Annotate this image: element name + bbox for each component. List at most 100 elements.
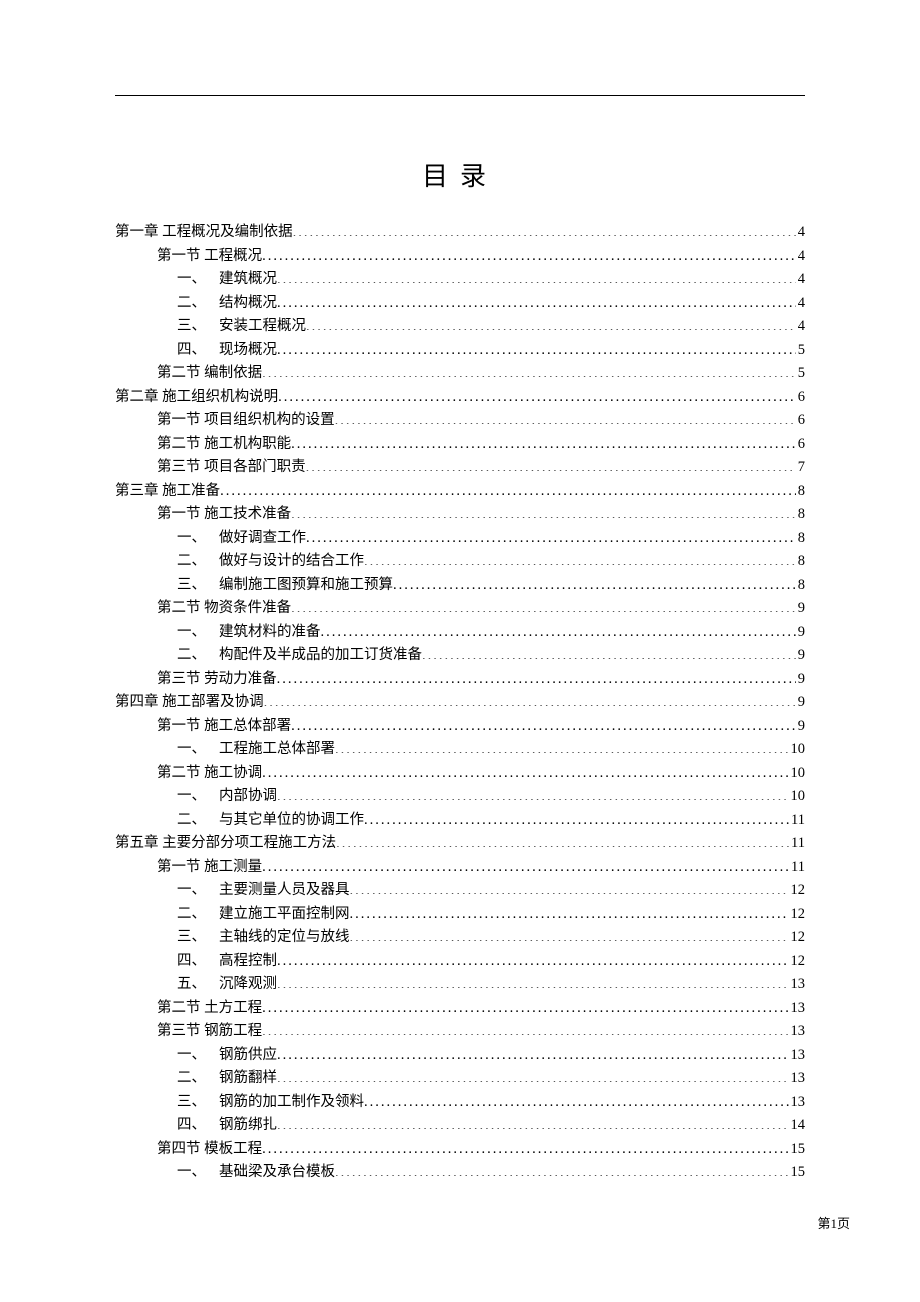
toc-label: 二、构配件及半成品的加工订货准备	[177, 644, 422, 668]
toc-leader-dots	[264, 692, 796, 707]
toc-number: 二、	[177, 809, 219, 833]
toc-label: 四、高程控制	[177, 950, 277, 974]
toc-page: 4	[796, 268, 805, 292]
toc-entry: 第二节 编制依据5	[115, 362, 805, 386]
toc-number: 一、	[177, 785, 219, 809]
toc-page: 9	[796, 668, 805, 692]
toc-entry: 第二章 施工组织机构说明6	[115, 386, 805, 410]
toc-label: 四、现场概况	[177, 339, 277, 363]
toc-leader-dots	[277, 786, 789, 801]
toc-page: 13	[789, 1044, 806, 1068]
toc-entry: 三、安装工程概况4	[115, 315, 805, 339]
toc-label: 一、主要测量人员及器具	[177, 879, 350, 903]
toc-label: 第三节 劳动力准备	[157, 668, 277, 692]
toc-entry: 二、结构概况4	[115, 292, 805, 316]
toc-page: 7	[796, 456, 805, 480]
toc-entry: 第四节 模板工程 15	[115, 1138, 805, 1162]
toc-label: 第二节 物资条件准备	[157, 597, 291, 621]
toc-page: 10	[789, 738, 806, 762]
toc-leader-dots	[262, 762, 788, 777]
toc-page: 15	[789, 1138, 806, 1162]
toc-page: 15	[789, 1161, 806, 1185]
toc-number: 五、	[177, 973, 219, 997]
toc-leader-dots	[364, 551, 796, 566]
toc-label: 一、内部协调	[177, 785, 277, 809]
toc-label: 第四章 施工部署及协调	[115, 691, 264, 715]
toc-page: 11	[789, 809, 805, 833]
toc-label: 三、安装工程概况	[177, 315, 306, 339]
toc-label: 三、主轴线的定位与放线	[177, 926, 350, 950]
toc-leader-dots	[291, 715, 796, 730]
toc-leader-dots	[262, 363, 796, 378]
toc-leader-dots	[277, 668, 796, 683]
toc-entry: 第一章 工程概况及编制依据4	[115, 221, 805, 245]
toc-entry: 一、内部协调 10	[115, 785, 805, 809]
toc-entry: 五、沉降观测13	[115, 973, 805, 997]
toc-label: 一、建筑材料的准备	[177, 621, 321, 645]
toc-entry: 一、建筑概况4	[115, 268, 805, 292]
toc-label: 五、沉降观测	[177, 973, 277, 997]
toc-entry: 二、与其它单位的协调工作11	[115, 809, 805, 833]
toc-entry: 第四章 施工部署及协调9	[115, 691, 805, 715]
toc-label: 第一节 项目组织机构的设置	[157, 409, 335, 433]
toc-leader-dots	[277, 339, 796, 354]
toc-text: 建筑概况	[219, 271, 277, 287]
toc-leader-dots	[277, 1068, 789, 1083]
toc-text: 内部协调	[219, 788, 277, 804]
toc-text: 主轴线的定位与放线	[219, 929, 350, 945]
page-number: 第1页	[817, 1213, 850, 1232]
toc-leader-dots	[262, 1138, 788, 1153]
toc-page: 10	[789, 785, 806, 809]
toc-leader-dots	[277, 292, 796, 307]
toc-entry: 二、建立施工平面控制网12	[115, 903, 805, 927]
toc-page: 13	[789, 1020, 806, 1044]
toc-page: 13	[789, 1067, 806, 1091]
toc-entry: 二、构配件及半成品的加工订货准备 9	[115, 644, 805, 668]
toc-label: 二、做好与设计的结合工作	[177, 550, 364, 574]
toc-page: 8	[796, 527, 805, 551]
toc-number: 一、	[177, 1161, 219, 1185]
toc-label: 第一章 工程概况及编制依据	[115, 221, 293, 245]
toc-number: 一、	[177, 738, 219, 762]
toc-page: 4	[796, 292, 805, 316]
toc-label: 第二节 土方工程	[157, 997, 262, 1021]
toc-number: 二、	[177, 1067, 219, 1091]
toc-page: 4	[796, 245, 805, 269]
toc-label: 第五章 主要分部分项工程施工方法	[115, 832, 336, 856]
toc-text: 构配件及半成品的加工订货准备	[219, 647, 422, 663]
toc-label: 第一节 施工技术准备	[157, 503, 291, 527]
toc-label: 一、做好调查工作	[177, 527, 306, 551]
toc-label: 第四节 模板工程	[157, 1138, 262, 1162]
toc-label: 第三章 施工准备	[115, 480, 220, 504]
toc-leader-dots	[293, 222, 796, 237]
toc-entry: 四、高程控制12	[115, 950, 805, 974]
toc-text: 编制施工图预算和施工预算	[219, 577, 393, 593]
toc-label: 第一节 工程概况	[157, 245, 262, 269]
toc-text: 钢筋的加工制作及领料	[219, 1094, 364, 1110]
toc-leader-dots	[422, 645, 796, 660]
toc-entry: 第一节 施工测量11	[115, 856, 805, 880]
toc-leader-dots	[277, 1115, 789, 1130]
toc-page: 9	[796, 644, 805, 668]
toc-leader-dots	[306, 316, 796, 331]
toc-leader-dots	[306, 457, 796, 472]
toc-label: 一、基础梁及承台模板	[177, 1161, 335, 1185]
toc-entry: 第一节 项目组织机构的设置6	[115, 409, 805, 433]
toc-leader-dots	[350, 903, 789, 918]
toc-leader-dots	[335, 410, 796, 425]
toc-number: 四、	[177, 950, 219, 974]
toc-number: 一、	[177, 879, 219, 903]
toc-entry: 第一节 工程概况 4	[115, 245, 805, 269]
toc-entry: 一、基础梁及承台模板 15	[115, 1161, 805, 1185]
toc-page: 8	[796, 480, 805, 504]
toc-entry: 三、主轴线的定位与放线12	[115, 926, 805, 950]
toc-entry: 三、编制施工图预算和施工预算8	[115, 574, 805, 598]
toc-page: 9	[796, 715, 805, 739]
toc-number: 一、	[177, 527, 219, 551]
toc-number: 一、	[177, 1044, 219, 1068]
toc-leader-dots	[262, 1021, 788, 1036]
toc-label: 第二节 施工协调	[157, 762, 262, 786]
toc-number: 二、	[177, 644, 219, 668]
toc-text: 建立施工平面控制网	[219, 906, 350, 922]
toc-leader-dots	[262, 997, 788, 1012]
